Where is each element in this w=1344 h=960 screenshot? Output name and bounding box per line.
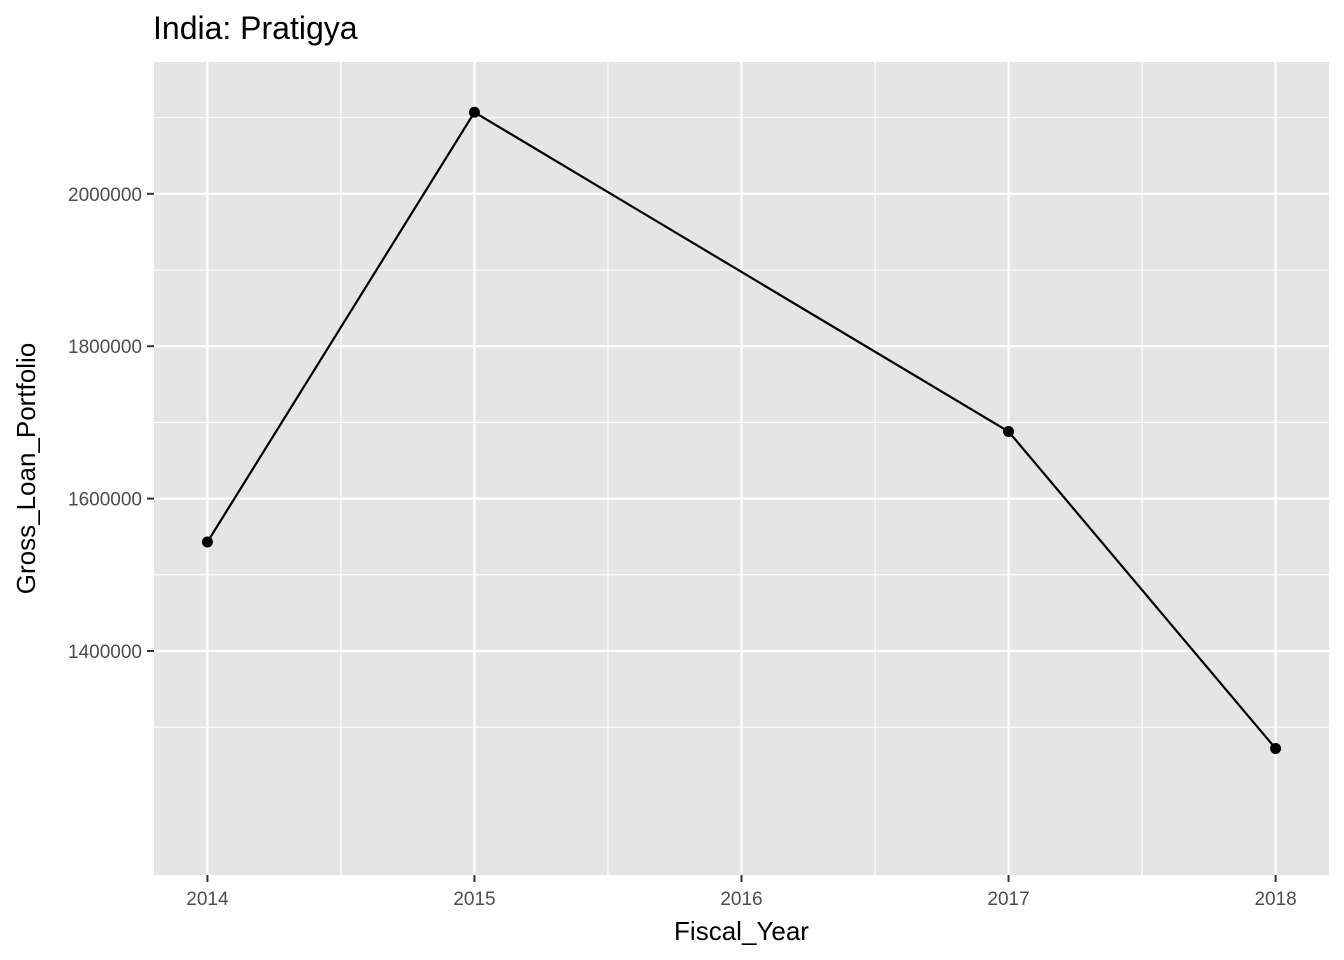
series-line: [206, 111, 1277, 750]
chart-title: India: Pratigya: [153, 10, 358, 46]
y-axis: 1400000 1600000 1800000 2000000: [68, 185, 154, 663]
data-point: [468, 106, 480, 118]
x-axis: 2014 2015 2016 2017 2018: [186, 875, 1297, 910]
y-tick-label: 1600000: [68, 490, 142, 511]
data-point: [1270, 743, 1282, 755]
x-tick-label: 2017: [987, 889, 1029, 910]
x-tick-label: 2014: [186, 889, 229, 910]
x-axis-title: Fiscal_Year: [674, 916, 809, 946]
y-tick-label: 1400000: [68, 642, 142, 663]
major-gridlines: [154, 62, 1329, 875]
data-point: [201, 536, 213, 548]
series-gross-loan-portfolio: [201, 106, 1282, 755]
y-axis-title: Gross_Loan_Portfolio: [11, 343, 41, 594]
y-tick-label: 2000000: [68, 185, 142, 206]
x-tick-label: 2018: [1254, 889, 1296, 910]
x-tick-label: 2016: [720, 889, 762, 910]
y-tick-label: 1800000: [68, 337, 142, 358]
x-tick-label: 2015: [453, 889, 495, 910]
data-point: [1003, 426, 1015, 438]
